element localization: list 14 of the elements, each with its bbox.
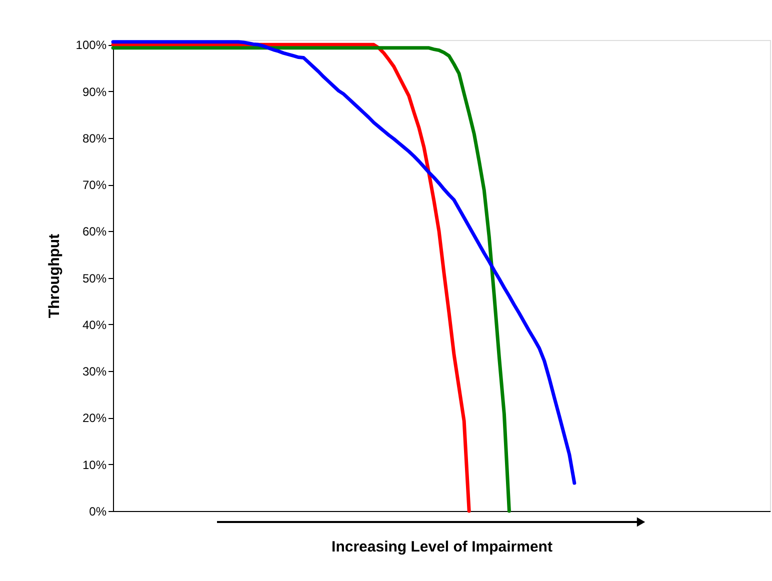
y-axis-title: Throughput: [46, 234, 63, 318]
y-tick-label: 80%: [82, 131, 107, 146]
y-tick-label: 100%: [76, 38, 107, 52]
y-tick-label: 70%: [82, 178, 107, 192]
y-tick-label: 50%: [82, 271, 107, 286]
y-tick-label: 20%: [82, 411, 107, 426]
x-axis-title: Increasing Level of Impairment: [332, 538, 552, 556]
y-tick-label: 0%: [89, 504, 107, 518]
y-tick-label: 30%: [82, 364, 107, 379]
y-tick-label: 60%: [82, 224, 107, 239]
line-series: [111, 40, 576, 485]
y-tick-label: 90%: [82, 84, 107, 99]
y-tick-label: 40%: [82, 318, 107, 332]
y-tick-label: 10%: [82, 458, 107, 472]
